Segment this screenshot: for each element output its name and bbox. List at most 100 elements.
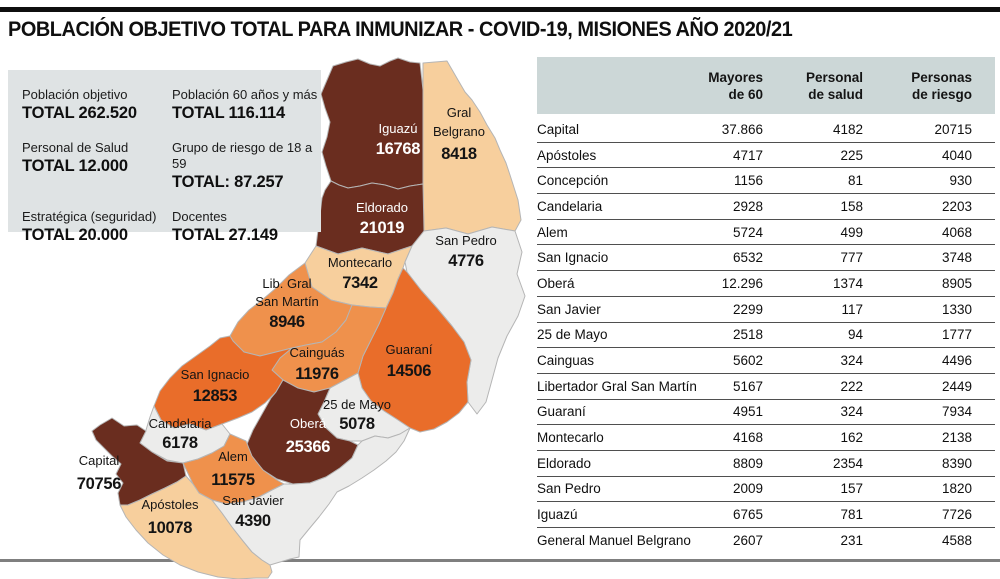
- row-mayores: 2607: [732, 533, 763, 549]
- table-rows: Capital 37.866 4182 20715 Apóstoles 4717…: [537, 117, 995, 554]
- department-data-table: Mayores de 60 Personal de salud Personas…: [537, 57, 995, 554]
- row-department: Eldorado: [537, 455, 592, 471]
- row-riesgo: 1820: [941, 481, 972, 497]
- row-mayores: 4951: [732, 404, 763, 420]
- map-region-lib-gral-san-martin: [229, 262, 353, 357]
- totals-info-box: Población objetivo TOTAL 262.520 Poblaci…: [8, 70, 321, 244]
- map-value-san-ignacio: 12853: [193, 387, 238, 405]
- info-label: Personal de Salud: [22, 140, 129, 155]
- map-label-candelaria: Candelaria: [149, 416, 213, 431]
- map-label-lib-gral-san-martin: Lib. Gral: [262, 276, 311, 291]
- row-mayores: 6765: [732, 507, 763, 523]
- row-personal: 162: [840, 430, 863, 446]
- row-department: San Javier: [537, 301, 601, 317]
- map-label-eldorado: Eldorado: [356, 200, 408, 215]
- map-label-obera: Oberá: [290, 416, 327, 431]
- row-personal: 777: [840, 250, 863, 266]
- row-department: 25 de Mayo: [537, 327, 608, 343]
- map-region-apostoles: [119, 475, 273, 579]
- map-label-lib-gral-san-martin: San Martín: [255, 294, 319, 309]
- info-item: Población 60 años y más TOTAL 116.114: [172, 87, 330, 123]
- header-mayores-de-60: Mayores de 60: [708, 69, 763, 102]
- row-department: Apóstoles: [537, 147, 597, 163]
- row-riesgo: 7726: [941, 507, 972, 523]
- top-rule: [0, 7, 1000, 12]
- row-department: Montecarlo: [537, 430, 604, 446]
- row-riesgo: 4068: [941, 224, 972, 240]
- row-riesgo: 8905: [941, 275, 972, 291]
- row-mayores: 37.866: [721, 121, 763, 137]
- table-row: Apóstoles 4717 225 4040: [537, 143, 995, 169]
- map-value-gral-belgrano: 8418: [441, 145, 477, 163]
- row-personal: 4182: [832, 121, 863, 137]
- row-department: Candelaria: [537, 198, 603, 214]
- info-total: TOTAL 262.520: [22, 104, 137, 122]
- map-value-eldorado: 21019: [360, 219, 405, 237]
- map-value-iguazu: 16768: [376, 140, 421, 158]
- row-mayores: 5724: [732, 224, 763, 240]
- map-value-candelaria: 6178: [162, 434, 198, 452]
- map-value-lib-gral-san-martin: 8946: [269, 313, 305, 331]
- row-mayores: 5602: [732, 353, 763, 369]
- info-label: Grupo de riesgo de 18 a 59: [172, 140, 313, 171]
- row-mayores: 4717: [732, 147, 763, 163]
- header-personal-de-salud: Personal de salud: [805, 69, 863, 102]
- row-mayores: 4168: [732, 430, 763, 446]
- map-region-san-javier: [211, 427, 411, 566]
- row-personal: 324: [840, 353, 863, 369]
- table-row: Eldorado 8809 2354 8390: [537, 451, 995, 477]
- row-personal: 781: [840, 507, 863, 523]
- map-value-san-javier: 4390: [235, 512, 271, 530]
- table-header: Mayores de 60 Personal de salud Personas…: [537, 57, 995, 114]
- map-value-san-pedro: 4776: [448, 252, 484, 270]
- map-value-cainguas: 11976: [295, 365, 339, 383]
- bottom-rule: [0, 559, 1000, 562]
- table-row: Alem 5724 499 4068: [537, 220, 995, 246]
- row-personal: 499: [840, 224, 863, 240]
- map-region-cainguas: [271, 304, 387, 393]
- row-personal: 94: [847, 327, 863, 343]
- header-personas-de-riesgo: Personas de riesgo: [911, 69, 972, 102]
- map-region-obera: [246, 379, 359, 485]
- map-value-apostoles: 10078: [148, 519, 193, 537]
- map-label-alem: Alem: [218, 449, 248, 464]
- row-personal: 231: [840, 533, 863, 549]
- row-riesgo: 930: [949, 173, 972, 189]
- row-department: Capital: [537, 121, 580, 137]
- row-riesgo: 3748: [941, 250, 972, 266]
- map-region-candelaria: [139, 405, 231, 464]
- map-region-san-pedro: [404, 226, 526, 415]
- map-label-cainguas: Cainguás: [290, 345, 345, 360]
- map-value-obera: 25366: [286, 438, 331, 456]
- row-mayores: 5167: [732, 378, 763, 394]
- info-total: TOTAL 116.114: [172, 104, 285, 122]
- map-label-25-de-mayo: 25 de Mayo: [323, 397, 391, 412]
- info-item: Estratégica (seguridad) TOTAL 20.000: [22, 209, 172, 245]
- map-region-25-de-mayo: [317, 372, 411, 442]
- row-personal: 157: [840, 481, 863, 497]
- row-mayores: 2518: [732, 327, 763, 343]
- row-riesgo: 20715: [934, 121, 972, 137]
- map-region-montecarlo: [304, 245, 413, 309]
- map-region-alem: [182, 433, 285, 505]
- info-item: Grupo de riesgo de 18 a 59 TOTAL: 87.257: [172, 140, 330, 192]
- map-value-capital: 70756: [77, 475, 122, 493]
- info-total: TOTAL: 87.257: [172, 173, 284, 191]
- row-mayores: 8809: [732, 455, 763, 471]
- page-title: POBLACIÓN OBJETIVO TOTAL PARA INMUNIZAR …: [8, 18, 793, 41]
- row-mayores: 1156: [733, 173, 763, 189]
- row-personal: 81: [847, 173, 863, 189]
- map-region-iguazu: [320, 57, 424, 190]
- row-department: San Pedro: [537, 481, 601, 497]
- row-department: Iguazú: [537, 507, 578, 523]
- map-region-gral-belgrano: [422, 60, 522, 235]
- map-label-san-ignacio: San Ignacio: [181, 367, 250, 382]
- row-riesgo: 7934: [941, 404, 972, 420]
- map-region-san-ignacio: [153, 335, 293, 431]
- map-value-guarani: 14506: [387, 362, 432, 380]
- table-row: Oberá 12.296 1374 8905: [537, 271, 995, 297]
- row-riesgo: 2138: [941, 430, 972, 446]
- map-value-alem: 11575: [211, 471, 255, 489]
- row-riesgo: 4496: [941, 353, 972, 369]
- map-label-guarani: Guaraní: [386, 342, 433, 357]
